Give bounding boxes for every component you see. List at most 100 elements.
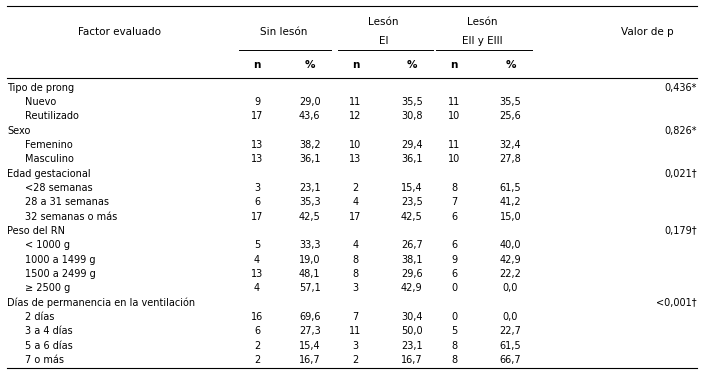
Text: 4: 4 <box>254 283 260 293</box>
Text: Valor de p: Valor de p <box>622 27 674 37</box>
Text: 8: 8 <box>353 269 358 279</box>
Text: 35,3: 35,3 <box>299 197 320 207</box>
Text: Sexo: Sexo <box>7 126 30 136</box>
Text: 6: 6 <box>254 197 260 207</box>
Text: 4: 4 <box>353 197 358 207</box>
Text: n: n <box>451 60 458 70</box>
Text: 25,6: 25,6 <box>500 111 521 121</box>
Text: 6: 6 <box>451 269 457 279</box>
Text: 11: 11 <box>349 97 362 107</box>
Text: 10: 10 <box>448 111 460 121</box>
Text: 43,6: 43,6 <box>299 111 320 121</box>
Text: < 1000 g: < 1000 g <box>25 240 70 250</box>
Text: 27,8: 27,8 <box>500 154 521 164</box>
Text: 7: 7 <box>451 197 457 207</box>
Text: 2: 2 <box>254 341 260 351</box>
Text: 15,4: 15,4 <box>299 341 320 351</box>
Text: Días de permanencia en la ventilación: Días de permanencia en la ventilación <box>7 297 195 308</box>
Text: 36,1: 36,1 <box>299 154 320 164</box>
Text: 30,4: 30,4 <box>401 312 422 322</box>
Text: 48,1: 48,1 <box>299 269 320 279</box>
Text: 35,5: 35,5 <box>401 97 422 107</box>
Text: 9: 9 <box>451 255 457 264</box>
Text: %: % <box>305 60 315 70</box>
Text: 0,0: 0,0 <box>503 283 518 293</box>
Text: 41,2: 41,2 <box>500 197 521 207</box>
Text: 17: 17 <box>251 211 263 222</box>
Text: <28 semanas: <28 semanas <box>25 183 92 193</box>
Text: 8: 8 <box>451 183 457 193</box>
Text: 16,7: 16,7 <box>299 355 320 365</box>
Text: 22,7: 22,7 <box>499 326 522 336</box>
Text: 57,1: 57,1 <box>299 283 320 293</box>
Text: EI: EI <box>379 36 389 46</box>
Text: 42,5: 42,5 <box>401 211 422 222</box>
Text: Femenino: Femenino <box>25 140 73 150</box>
Text: 33,3: 33,3 <box>299 240 320 250</box>
Text: 6: 6 <box>254 326 260 336</box>
Text: 40,0: 40,0 <box>500 240 521 250</box>
Text: EII y EIII: EII y EIII <box>462 36 503 46</box>
Text: 69,6: 69,6 <box>299 312 320 322</box>
Text: 0,179†: 0,179† <box>665 226 697 236</box>
Text: 6: 6 <box>451 211 457 222</box>
Text: Nuevo: Nuevo <box>25 97 56 107</box>
Text: 8: 8 <box>353 255 358 264</box>
Text: 5: 5 <box>451 326 457 336</box>
Text: 17: 17 <box>349 211 362 222</box>
Text: 30,8: 30,8 <box>401 111 422 121</box>
Text: 15,4: 15,4 <box>401 183 422 193</box>
Text: 17: 17 <box>251 111 263 121</box>
Text: 29,4: 29,4 <box>401 140 422 150</box>
Text: 27,3: 27,3 <box>299 326 320 336</box>
Text: 23,1: 23,1 <box>299 183 320 193</box>
Text: Tipo de prong: Tipo de prong <box>7 83 74 93</box>
Text: 32 semanas o más: 32 semanas o más <box>25 211 117 222</box>
Text: 4: 4 <box>254 255 260 264</box>
Text: 66,7: 66,7 <box>500 355 521 365</box>
Text: 0,021†: 0,021† <box>665 169 697 179</box>
Text: 13: 13 <box>251 154 263 164</box>
Text: 38,2: 38,2 <box>299 140 320 150</box>
Text: 61,5: 61,5 <box>500 341 521 351</box>
Text: 32,4: 32,4 <box>500 140 521 150</box>
Text: 29,0: 29,0 <box>299 97 320 107</box>
Text: 42,9: 42,9 <box>500 255 521 264</box>
Text: 13: 13 <box>251 269 263 279</box>
Text: 16: 16 <box>251 312 263 322</box>
Text: 10: 10 <box>448 154 460 164</box>
Text: 36,1: 36,1 <box>401 154 422 164</box>
Text: Sin lesón: Sin lesón <box>260 27 307 37</box>
Text: 50,0: 50,0 <box>401 326 422 336</box>
Text: 8: 8 <box>451 355 457 365</box>
Text: 42,5: 42,5 <box>299 211 320 222</box>
Text: 11: 11 <box>349 326 362 336</box>
Text: 10: 10 <box>349 140 362 150</box>
Text: ≥ 2500 g: ≥ 2500 g <box>25 283 70 293</box>
Text: 13: 13 <box>349 154 362 164</box>
Text: 7: 7 <box>353 312 358 322</box>
Text: 15,0: 15,0 <box>500 211 521 222</box>
Text: 23,1: 23,1 <box>401 341 422 351</box>
Text: 23,5: 23,5 <box>401 197 422 207</box>
Text: 3: 3 <box>353 341 358 351</box>
Text: 3: 3 <box>353 283 358 293</box>
Text: 2: 2 <box>353 355 358 365</box>
Text: 0: 0 <box>451 312 457 322</box>
Text: Masculino: Masculino <box>25 154 73 164</box>
Text: 28 a 31 semanas: 28 a 31 semanas <box>25 197 108 207</box>
Text: Reutilizado: Reutilizado <box>25 111 79 121</box>
Text: 9: 9 <box>254 97 260 107</box>
Text: 7 o más: 7 o más <box>25 355 63 365</box>
Text: 3: 3 <box>254 183 260 193</box>
Text: 0: 0 <box>451 283 457 293</box>
Text: 2: 2 <box>254 355 260 365</box>
Text: 12: 12 <box>349 111 362 121</box>
Text: 11: 11 <box>448 140 460 150</box>
Text: 26,7: 26,7 <box>401 240 422 250</box>
Text: 13: 13 <box>251 140 263 150</box>
Text: n: n <box>352 60 359 70</box>
Text: 11: 11 <box>448 97 460 107</box>
Text: 2: 2 <box>353 183 358 193</box>
Text: 0,826*: 0,826* <box>665 126 697 136</box>
